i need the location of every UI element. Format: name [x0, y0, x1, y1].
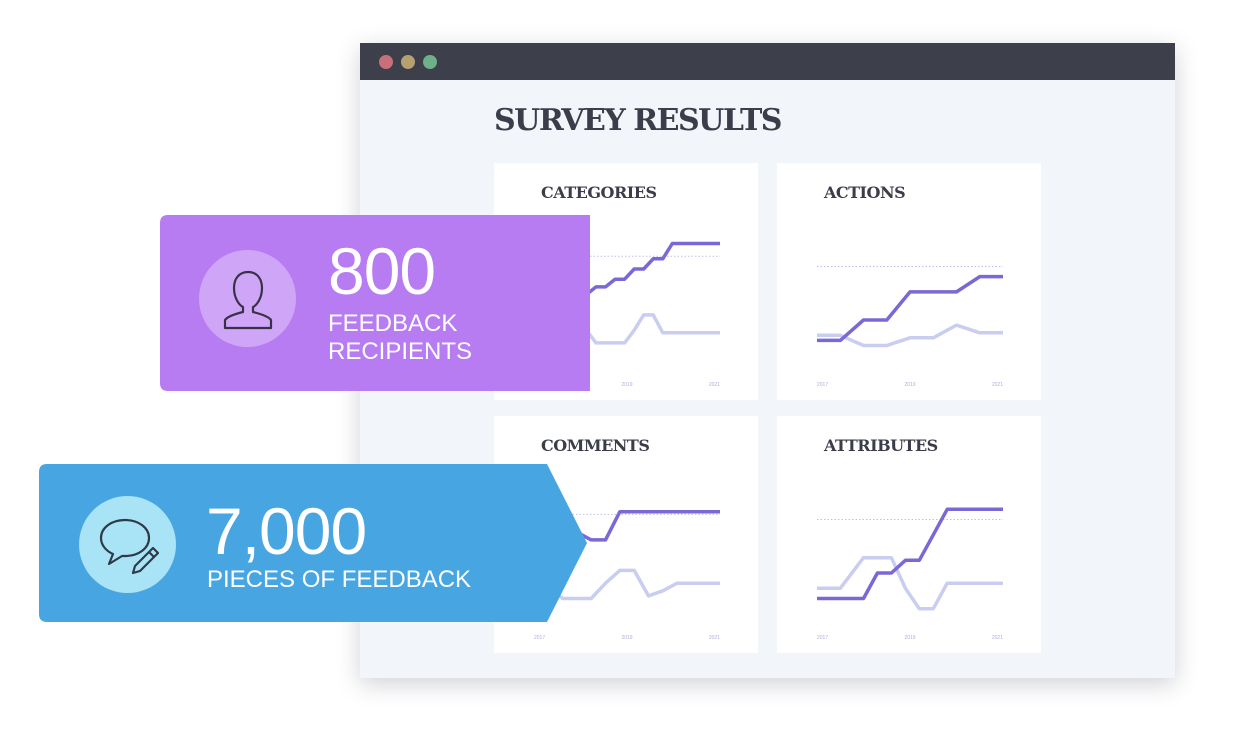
series-line-primary: [817, 507, 1003, 601]
window-titlebar: [360, 43, 1175, 80]
x-tick-label: 2019: [621, 635, 632, 641]
recipients-icon-circle: [199, 250, 296, 347]
attributes-chart: 2017 2019 2021: [817, 507, 1003, 641]
feedback-badge: 7,000 PIECES OF FEEDBACK: [39, 463, 589, 625]
maximize-dot[interactable]: [423, 55, 437, 69]
chart-card-attributes: ATTRIBUTES 2017 2019 2021: [777, 416, 1041, 653]
recipients-number: 800: [328, 234, 436, 308]
chart-title: CATEGORIES: [541, 183, 657, 202]
actions-chart: 2017 2019 2021: [817, 265, 1003, 388]
recipients-label-line2: RECIPIENTS: [328, 338, 473, 365]
chart-title: ATTRIBUTES: [824, 436, 938, 455]
x-tick-label: 2021: [709, 382, 720, 388]
x-tick-label: 2017: [817, 382, 828, 388]
recipients-badge: 800 FEEDBACK RECIPIENTS: [160, 214, 590, 394]
user-icon: [223, 270, 272, 329]
chart-card-actions: ACTIONS 2017 2019 2021: [777, 163, 1041, 400]
feedback-badge-shape: [39, 464, 587, 622]
feedback-label: PIECES OF FEEDBACK: [207, 566, 472, 593]
x-tick-label: 2019: [904, 382, 915, 388]
series-line-secondary: [817, 555, 1003, 611]
feedback-icon-circle: [79, 496, 176, 593]
x-tick-label: 2019: [904, 635, 915, 641]
series-line-secondary: [532, 568, 720, 601]
chart-title: ACTIONS: [824, 183, 906, 202]
feedback-number: 7,000: [206, 494, 367, 568]
series-line-primary: [817, 274, 1003, 343]
minimize-dot[interactable]: [401, 55, 415, 69]
x-tick-label: 2017: [534, 635, 545, 641]
chart-title: COMMENTS: [541, 436, 650, 455]
x-tick-label: 2021: [992, 382, 1003, 388]
recipients-label-line1: FEEDBACK: [328, 310, 458, 337]
chat-pencil-icon: [99, 518, 159, 574]
x-tick-label: 2019: [621, 382, 632, 388]
series-line-secondary: [817, 323, 1003, 348]
x-tick-label: 2021: [709, 635, 720, 641]
page-title: SURVEY RESULTS: [494, 103, 782, 138]
x-tick-label: 2021: [992, 635, 1003, 641]
x-tick-label: 2017: [817, 635, 828, 641]
close-dot[interactable]: [379, 55, 393, 69]
